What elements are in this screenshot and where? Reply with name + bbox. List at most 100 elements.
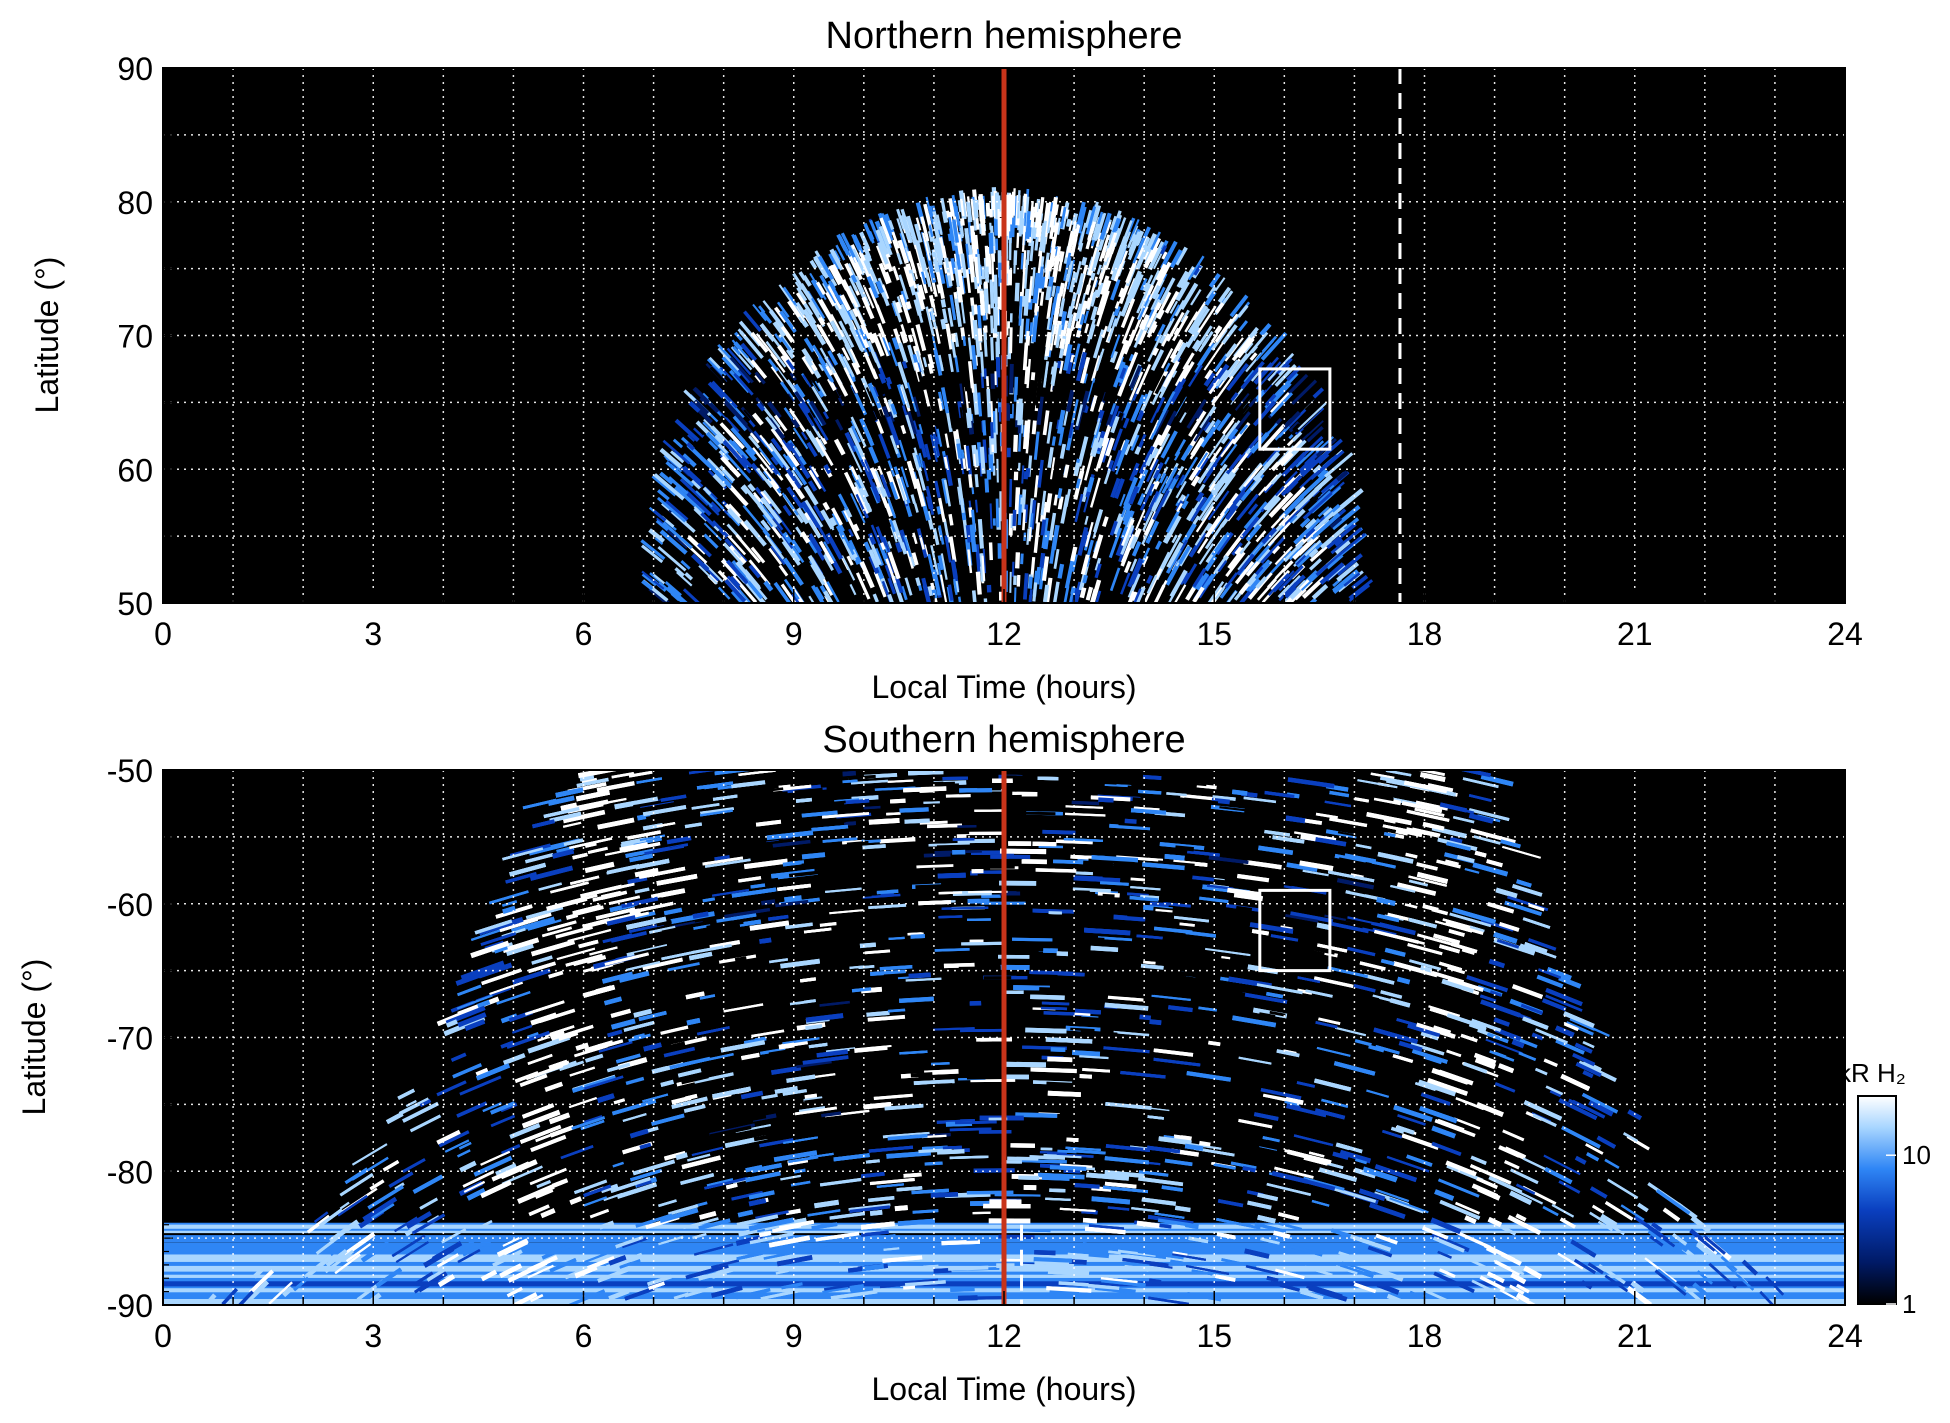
north-heat-streak [877,277,884,287]
north-heat-streak [670,450,685,464]
north-heat-streak [901,360,908,369]
north-heat-streak [743,409,754,422]
north-heat-streak [1128,371,1144,401]
north-heat-streak [1190,288,1202,306]
north-heat-streak [728,439,744,456]
north-heat-streak [1261,335,1278,353]
north-heat-streak [783,407,794,420]
north-heat-streak [1073,462,1081,477]
north-heat-streak [807,393,826,420]
north-heat-streak [1288,549,1300,561]
north-heat-streak [1025,468,1031,478]
north-heat-streak [1146,574,1158,594]
north-heat-streak [957,199,963,213]
north-heat-streak [952,219,960,243]
north-heat-streak [717,443,728,454]
north-heat-streak [973,236,978,255]
north-heat-streak [1215,369,1229,387]
north-heat-streak [1278,425,1290,438]
north-heat-streak [1129,535,1139,549]
north-heat-streak [1063,585,1070,603]
north-heat-streak [1319,562,1345,585]
north-heat-streak [917,284,926,301]
north-heat-streak [1044,365,1051,394]
north-heat-streak [1214,582,1229,601]
north-heat-streak [844,343,856,364]
north-heat-streak [1183,493,1190,502]
north-heat-streak [1159,277,1176,305]
north-heat-streak [1134,446,1142,455]
north-heat-streak [950,221,956,235]
north-heat-streak [816,548,825,561]
north-heat-streak [697,542,712,558]
north-heat-streak [803,337,816,353]
north-heat-streak [770,456,779,466]
north-heat-streak [811,584,825,603]
north-heat-streak [806,441,818,458]
north-heat-streak [936,214,943,236]
north-heat-streak [1078,222,1087,249]
north-heat-streak [1056,409,1066,434]
north-heat-streak [823,464,832,475]
north-heat-streak [909,285,917,296]
north-heat-streak [977,392,983,417]
north-heat-streak [768,463,780,476]
north-heat-streak [1270,512,1286,529]
north-heat-streak [918,452,925,468]
north-heat-streak [1042,410,1050,436]
north-heat-streak [1299,458,1317,476]
north-heat-streak [1199,405,1217,430]
north-heat-streak [735,534,761,564]
north-heat-streak [1084,209,1093,229]
north-y-tick-label: 60 [117,452,153,488]
north-heat-streak [881,337,891,357]
north-heat-streak [712,473,727,488]
north-heat-streak [878,225,893,256]
north-heat-streak [1113,305,1121,317]
north-heat-streak [937,398,943,412]
north-heat-streak [849,583,857,596]
north-heat-streak [719,422,745,450]
north-heat-streak [1336,494,1355,511]
north-heat-streak [1119,493,1126,507]
north-heat-streak [1169,378,1187,405]
north-heat-streak [883,397,892,413]
north-heat-streak [1206,512,1226,538]
north-heat-streak [1077,292,1087,320]
north-heat-streak [960,218,965,226]
north-heat-streak [863,541,872,552]
north-heat-streak [688,400,701,413]
north-heat-streak [932,432,941,457]
north-heat-streak [927,553,936,580]
north-heat-streak [925,306,935,336]
north-heat-streak [993,306,998,334]
north-heat-streak [782,504,793,517]
north-heat-streak [1158,472,1167,484]
north-heat-streak [1132,246,1142,264]
north-heat-streak [863,459,875,480]
north-heat-streak [1098,264,1107,286]
north-x-tick-label: 21 [1617,616,1653,652]
north-y-tick-label: 50 [117,586,153,622]
north-heat-streak [1144,233,1158,253]
north-heat-streak [1052,367,1060,395]
north-heat-streak [1084,284,1091,296]
north-heat-streak [1214,302,1225,314]
north-heat-streak [969,225,976,245]
north-heat-streak [867,532,877,545]
north-heat-streak [700,512,716,528]
north-heat-streak [693,426,705,439]
north-heat-streak [851,248,866,274]
north-heat-streak [1041,517,1049,549]
north-heat-streak [1180,444,1193,462]
north-heat-streak [768,547,783,565]
north-heat-streak [1165,549,1182,574]
south-panel: Southern hemisphere 0 3 6 9 12 15 18 21 24-90-80… [16,719,1863,1407]
north-heat-streak [979,290,986,316]
north-panel: Northern hemisphere 0 3 6 9 12 15 18 21 24506070… [29,15,1863,705]
north-heat-streak [1336,553,1363,576]
north-heat-streak [1313,511,1335,531]
north-heat-streak [1195,307,1210,329]
north-heat-streak [971,590,977,603]
